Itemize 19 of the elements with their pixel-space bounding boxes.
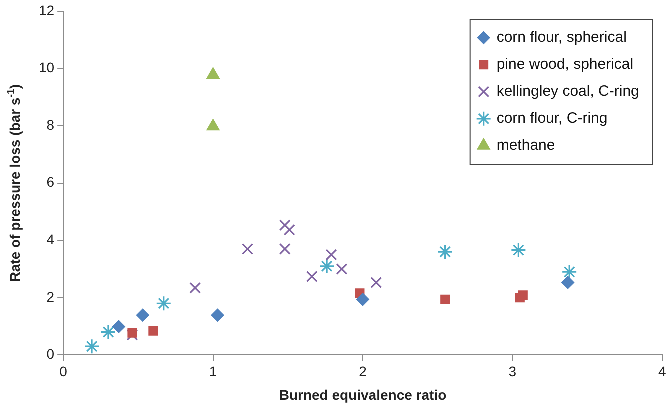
y-tick-label: 10 (38, 60, 55, 76)
legend-label: methane (496, 137, 556, 154)
legend-label: corn flour, spherical (496, 29, 627, 46)
y-tick-label: 8 (46, 116, 55, 133)
y-axis-title: Rate of pressure loss (bar s-1) (6, 84, 23, 282)
legend-label: corn flour, C-ring (496, 110, 608, 128)
x-tick-label: 0 (60, 363, 68, 380)
x-tick-label: 2 (359, 363, 368, 380)
y-tick-label: 6 (46, 174, 55, 190)
y-tick-label: 2 (46, 288, 55, 305)
y-tick-label: 4 (46, 231, 55, 248)
x-tick-label: 3 (508, 363, 517, 380)
legend-label: pine wood, spherical (496, 56, 634, 74)
y-tick-label: 0 (46, 346, 55, 362)
y-tick-label: 12 (38, 2, 55, 18)
x-tick-label: 4 (658, 363, 666, 380)
x-axis-title: Burned equivalence ratio (279, 386, 447, 403)
legend-label: kellingley coal, C-ring (496, 83, 640, 100)
x-tick-label: 1 (209, 363, 218, 380)
